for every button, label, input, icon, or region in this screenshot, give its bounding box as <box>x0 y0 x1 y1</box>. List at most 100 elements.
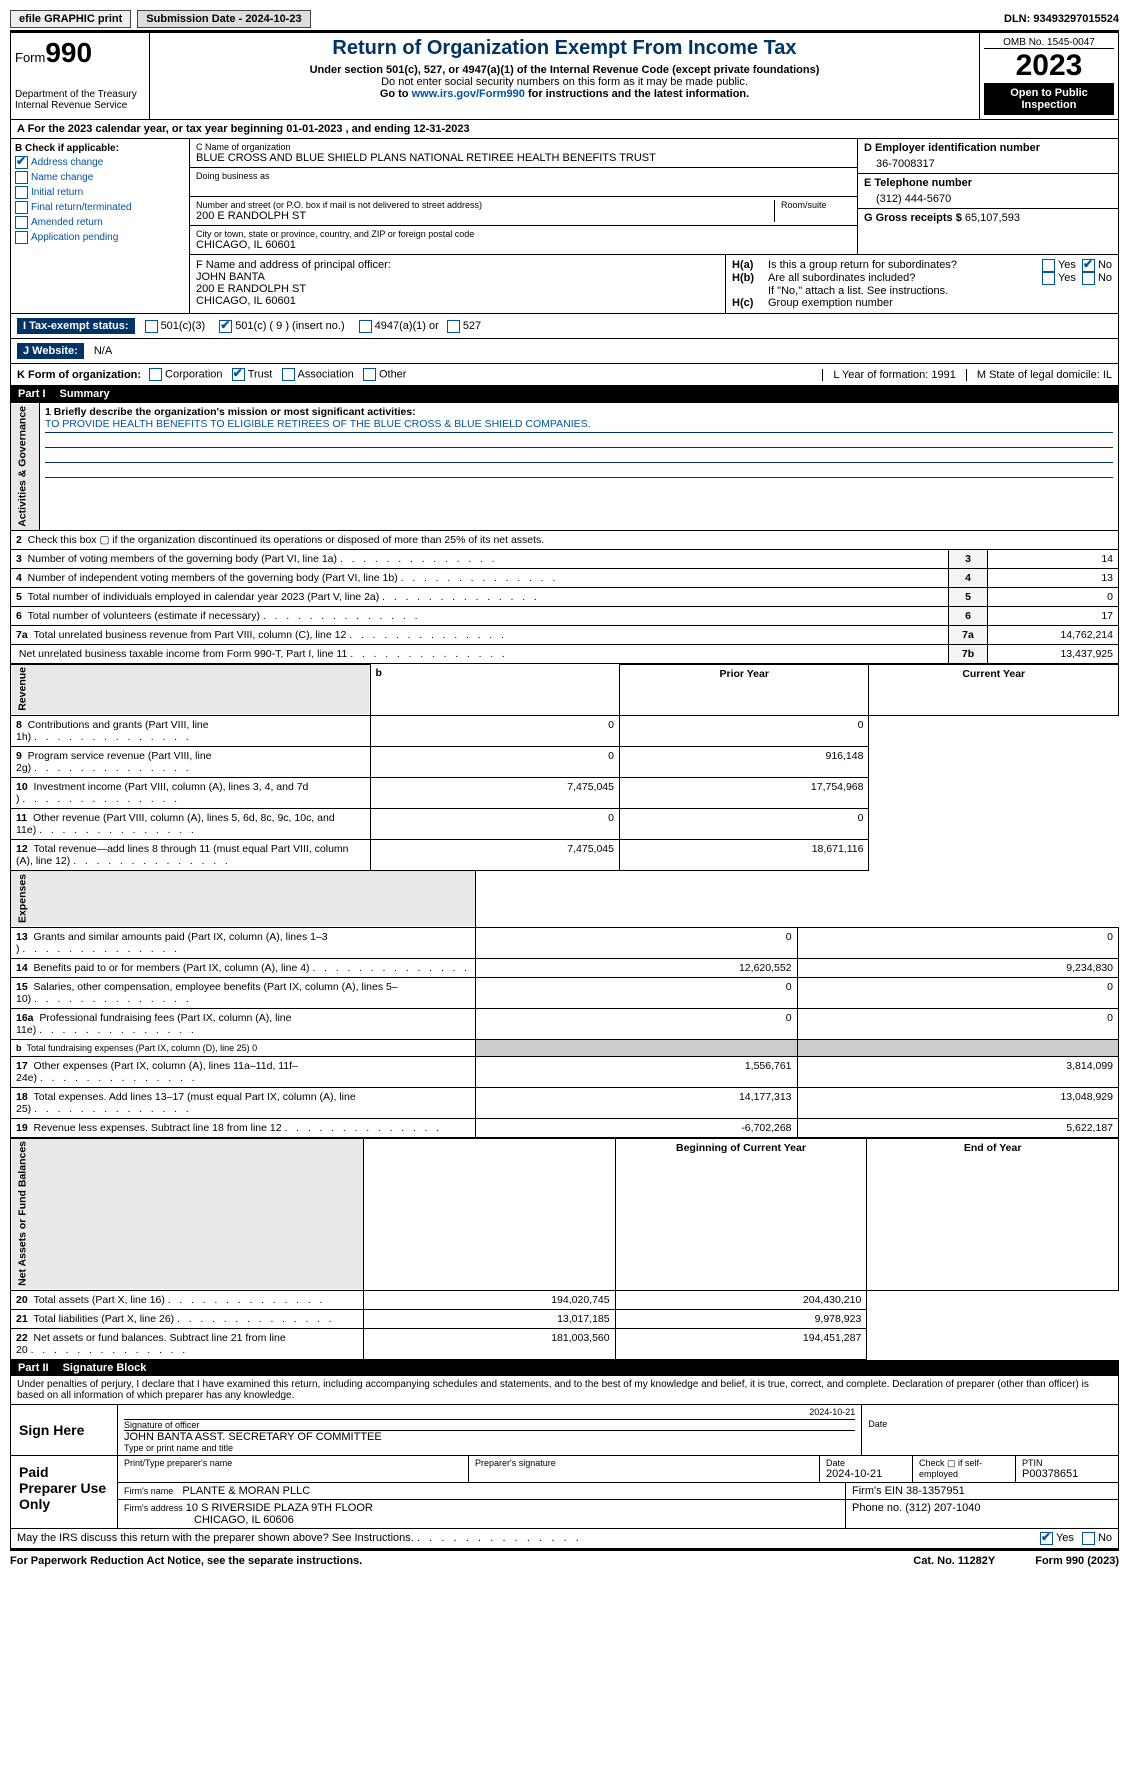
state-domicile: M State of legal domicile: IL <box>966 369 1112 381</box>
hc-text: Group exemption number <box>768 297 893 309</box>
goto-post: for instructions and the latest informat… <box>525 88 749 100</box>
street: 200 E RANDOLPH ST <box>196 210 774 222</box>
form-title: Return of Organization Exempt From Incom… <box>154 37 975 60</box>
gross-label: G Gross receipts $ <box>864 212 962 224</box>
officer-label: F Name and address of principal officer: <box>196 259 719 271</box>
submission-date: Submission Date - 2024-10-23 <box>137 10 310 28</box>
current-year-header: Current Year <box>869 664 1119 715</box>
paid-preparer-label: Paid Preparer Use Only <box>11 1456 118 1528</box>
irs-label: Internal Revenue Service <box>15 100 145 111</box>
top-bar: efile GRAPHIC print Submission Date - 20… <box>10 10 1119 32</box>
omb: OMB No. 1545-0047 <box>984 37 1114 49</box>
ha-yes[interactable] <box>1042 259 1055 272</box>
cb-527[interactable] <box>447 320 460 333</box>
c-name-label: C Name of organization <box>196 142 851 152</box>
officer-city: CHICAGO, IL 60601 <box>196 295 719 307</box>
korg-cb-2[interactable] <box>282 368 295 381</box>
cb-4947[interactable] <box>359 320 372 333</box>
prep-date: 2024-10-21 <box>826 1468 906 1480</box>
discuss-text: May the IRS discuss this return with the… <box>17 1532 1040 1545</box>
discuss-no[interactable] <box>1082 1532 1095 1545</box>
korg-cb-1[interactable] <box>232 368 245 381</box>
form-word: Form <box>15 50 45 65</box>
sig-date-label: Date <box>868 1419 1112 1429</box>
tax-status-row: I Tax-exempt status: 501(c)(3) 501(c) ( … <box>10 314 1119 339</box>
gross-val: 65,107,593 <box>965 212 1020 224</box>
hb-text: Are all subordinates included? <box>768 272 1042 285</box>
irs-link[interactable]: www.irs.gov/Form990 <box>412 88 525 100</box>
org-name: BLUE CROSS AND BLUE SHIELD PLANS NATIONA… <box>196 152 851 164</box>
hb-label: H(b) <box>732 272 768 285</box>
goto-pre: Go to <box>380 88 412 100</box>
korg-cb-0[interactable] <box>149 368 162 381</box>
boxb-cb-3[interactable] <box>15 201 28 214</box>
tax-year-line: A For the 2023 calendar year, or tax yea… <box>10 120 1119 139</box>
korg-cb-3[interactable] <box>363 368 376 381</box>
taxstatus-label: I Tax-exempt status: <box>17 318 135 334</box>
year-formation: L Year of formation: 1991 <box>822 369 966 381</box>
cb-501c[interactable] <box>219 320 232 333</box>
korg-label: K Form of organization: <box>17 369 141 381</box>
self-employed: Check ▢ if self-employed <box>919 1458 1009 1479</box>
officer-name: JOHN BANTA <box>196 271 719 283</box>
firm-addr1: 10 S RIVERSIDE PLAZA 9TH FLOOR <box>186 1502 373 1514</box>
form-number: 990 <box>45 37 92 68</box>
boxb-cb-4[interactable] <box>15 216 28 229</box>
cb-501c3[interactable] <box>145 320 158 333</box>
ein-label: D Employer identification number <box>864 142 1112 154</box>
part1-header: Part ISummary <box>10 386 1119 402</box>
firm-phone: Phone no. (312) 207-1040 <box>846 1500 1118 1528</box>
dln: DLN: 93493297015524 <box>1004 13 1119 25</box>
prior-year-header: Prior Year <box>619 664 868 715</box>
firm-addr2: CHICAGO, IL 60606 <box>124 1514 294 1526</box>
city: CHICAGO, IL 60601 <box>196 239 851 251</box>
tax-year: 2023 <box>984 49 1114 83</box>
ha-label: H(a) <box>732 259 768 272</box>
open-inspection: Open to Public Inspection <box>984 83 1114 115</box>
section-governance: Activities & Governance <box>11 403 40 531</box>
boxb-cb-1[interactable] <box>15 171 28 184</box>
section-revenue: Revenue <box>11 664 371 715</box>
phone: (312) 444-5670 <box>864 189 1112 205</box>
hb-no[interactable] <box>1082 272 1095 285</box>
hb-note: If "No," attach a list. See instructions… <box>732 285 1112 297</box>
website-label: J Website: <box>17 343 84 359</box>
sign-here-label: Sign Here <box>11 1405 118 1455</box>
efile-btn[interactable]: efile GRAPHIC print <box>10 10 131 28</box>
street-label: Number and street (or P.O. box if mail i… <box>196 200 774 210</box>
hb-yes[interactable] <box>1042 272 1055 285</box>
mission-text: TO PROVIDE HEALTH BENEFITS TO ELIGIBLE R… <box>45 418 1113 433</box>
phone-label: E Telephone number <box>864 177 1112 189</box>
city-label: City or town, state or province, country… <box>196 229 851 239</box>
ha-text: Is this a group return for subordinates? <box>768 259 1042 272</box>
section-expenses: Expenses <box>11 871 476 927</box>
box-b: B Check if applicable: Address changeNam… <box>11 139 190 313</box>
room-label: Room/suite <box>774 200 851 222</box>
footer-right: Form 990 (2023) <box>1035 1555 1119 1567</box>
form-header: Form990 Department of the Treasury Inter… <box>10 32 1119 120</box>
end-year-header: End of Year <box>867 1138 1119 1290</box>
officer-street: 200 E RANDOLPH ST <box>196 283 719 295</box>
ptin: P00378651 <box>1022 1468 1112 1480</box>
footer-left: For Paperwork Reduction Act Notice, see … <box>10 1555 362 1567</box>
footer-cat: Cat. No. 11282Y <box>913 1555 995 1567</box>
boxb-cb-5[interactable] <box>15 231 28 244</box>
dept-label: Department of the Treasury <box>15 89 145 100</box>
header-sub2: Do not enter social security numbers on … <box>154 76 975 88</box>
officer-sig-name: JOHN BANTA ASST. SECRETARY OF COMMITTEE <box>124 1430 855 1443</box>
hc-label: H(c) <box>732 297 768 309</box>
discuss-yes[interactable] <box>1040 1532 1053 1545</box>
mission-label: 1 Briefly describe the organization's mi… <box>45 406 1113 418</box>
boxb-cb-2[interactable] <box>15 186 28 199</box>
begin-year-header: Beginning of Current Year <box>615 1138 867 1290</box>
boxb-cb-0[interactable] <box>15 156 28 169</box>
ha-no[interactable] <box>1082 259 1095 272</box>
perjury-text: Under penalties of perjury, I declare th… <box>10 1376 1119 1405</box>
section-netassets: Net Assets or Fund Balances <box>11 1138 364 1290</box>
dba-label: Doing business as <box>196 171 851 181</box>
officer-sig-label: Signature of officer <box>124 1420 855 1430</box>
website-val: N/A <box>94 345 112 357</box>
header-sub1: Under section 501(c), 527, or 4947(a)(1)… <box>154 64 975 76</box>
firm-ein: Firm's EIN 38-1357951 <box>846 1483 1118 1499</box>
ein: 36-7008317 <box>864 154 1112 170</box>
